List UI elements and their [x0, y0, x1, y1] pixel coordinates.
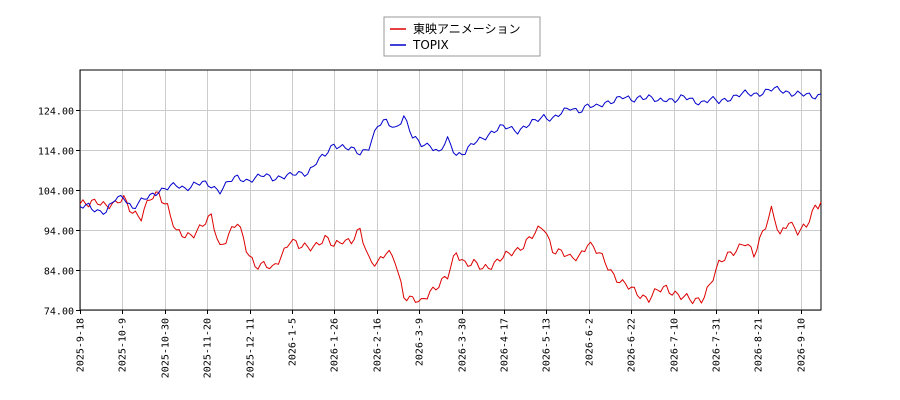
x-tick-label: 2026-8-21 — [754, 318, 765, 372]
grid-layer — [80, 70, 821, 311]
y-tick-label: 104.00 — [38, 187, 74, 198]
x-tick-label: 2025-9-18 — [76, 318, 87, 372]
y-tick-label: 114.00 — [38, 147, 74, 158]
series-layer — [79, 85, 822, 305]
legend-label-series-2: TOPIX — [412, 38, 449, 52]
x-tick-label: 2025-10-30 — [161, 318, 172, 378]
y-tick-label: 124.00 — [38, 107, 74, 118]
y-tick-label: 84.00 — [44, 267, 74, 278]
axis-layer: 74.00 84.00 94.00 104.00 114.00 124.00 2025-9-… — [38, 107, 808, 379]
x-tick-label: 2026-9-10 — [797, 318, 808, 372]
legend-label-series-1: 東映アニメーション — [413, 22, 521, 36]
legend-box — [383, 16, 541, 57]
x-tick-label: 2026-5-13 — [542, 318, 553, 372]
x-tick-label: 2026-1-26 — [330, 318, 341, 372]
x-tick-label: 2025-10-9 — [118, 318, 129, 372]
x-tick-label: 2026-3-9 — [415, 318, 426, 366]
x-tick-label: 2026-7-31 — [712, 318, 723, 372]
x-tick-label: 2026-7-10 — [670, 318, 681, 372]
x-tick-label: 2025-11-20 — [203, 318, 214, 378]
x-tick-label: 2025-12-11 — [246, 318, 257, 378]
x-tick-label: 2026-6-22 — [627, 318, 638, 372]
y-tick-label: 74.00 — [44, 307, 74, 318]
x-tick-label: 2026-3-30 — [458, 318, 469, 372]
y-tick-label: 94.00 — [44, 227, 74, 238]
x-tick-label: 2026-4-17 — [500, 318, 511, 372]
x-tick-label: 2026-6-2 — [585, 318, 596, 366]
series-line-2 — [79, 85, 822, 215]
x-tick-label: 2026-1-5 — [288, 318, 299, 366]
x-tick-label: 2026-2-16 — [373, 318, 384, 372]
legend: 東映アニメーション TOPIX — [383, 16, 541, 57]
series-line-1 — [79, 191, 822, 305]
